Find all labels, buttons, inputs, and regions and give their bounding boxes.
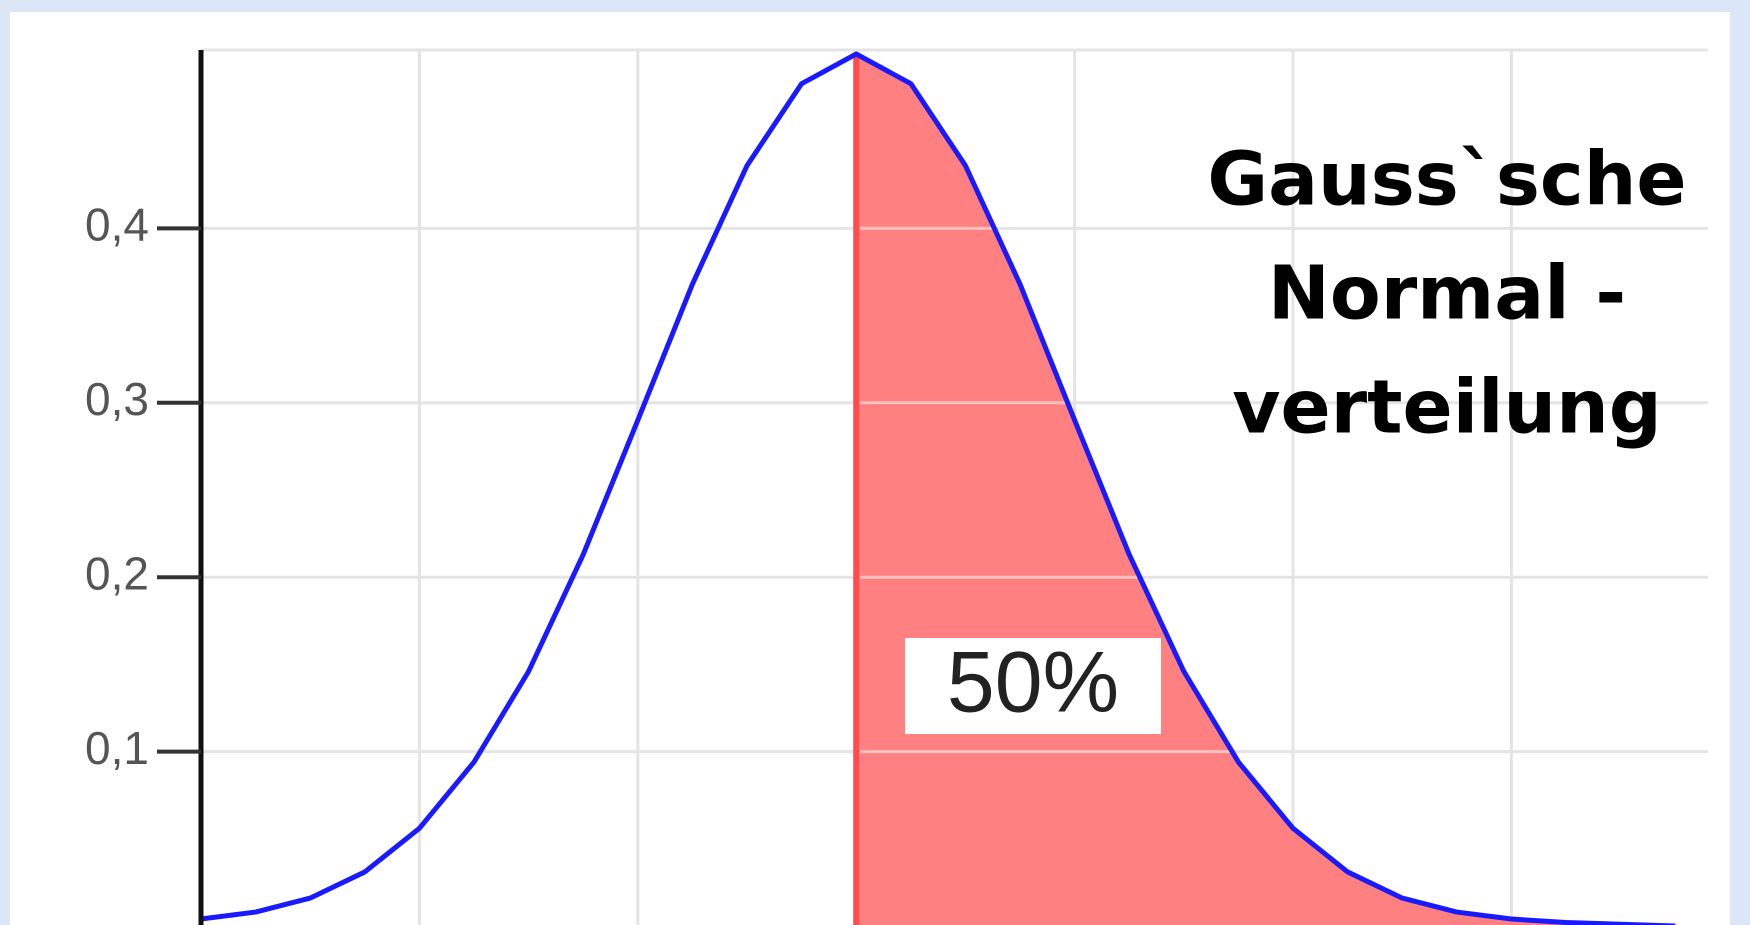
chart-title: Normal - [1268, 251, 1626, 337]
y-tick-label: 0,3 [85, 373, 149, 425]
annotation-box [905, 638, 1161, 734]
y-tick-label: 0,2 [85, 547, 149, 599]
curve [200, 51, 1676, 925]
y-tick-label: 0,4 [85, 199, 149, 251]
chart-title: Gauss`sche [1207, 137, 1686, 223]
y-tick-label: 0,1 [85, 722, 149, 774]
chart-title: verteilung [1232, 365, 1662, 451]
annotation: 50% [947, 635, 1119, 731]
